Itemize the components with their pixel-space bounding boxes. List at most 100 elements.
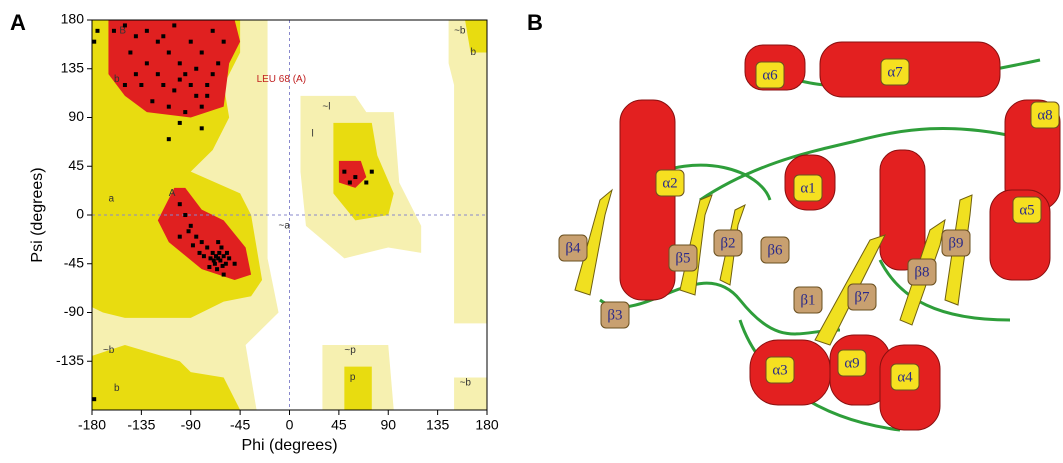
y-tick-label: 135 <box>61 59 85 75</box>
residue-point <box>189 83 193 87</box>
element-label: β8 <box>914 264 929 280</box>
residue-point <box>167 137 171 141</box>
residue-point <box>145 29 149 33</box>
residue-point <box>216 61 220 65</box>
x-axis-title: Phi (degrees) <box>241 437 337 454</box>
element-label: β2 <box>720 235 735 251</box>
residue-point <box>212 259 216 263</box>
element-label: α9 <box>844 355 859 371</box>
element-label: β3 <box>607 307 622 323</box>
element-label: α5 <box>1019 202 1034 218</box>
residue-point <box>202 254 206 258</box>
residue-point <box>156 72 160 76</box>
residue-point <box>200 240 204 244</box>
x-tick-label: -180 <box>78 417 106 433</box>
residue-point <box>348 181 352 185</box>
helix <box>820 42 1000 97</box>
element-label: α2 <box>662 175 677 191</box>
residue-point <box>161 83 165 87</box>
residue-point <box>205 94 209 98</box>
x-tick-label: -45 <box>230 417 250 433</box>
residue-point <box>227 256 231 260</box>
x-tick-label: 45 <box>331 417 347 433</box>
residue-point <box>178 235 182 239</box>
element-label: α7 <box>887 64 903 80</box>
region-label: b <box>114 74 120 85</box>
x-tick-label: 90 <box>380 417 396 433</box>
residue-point <box>92 40 96 44</box>
residue-point <box>172 88 176 92</box>
x-tick-label: 0 <box>286 417 294 433</box>
residue-point <box>139 83 143 87</box>
residue-point <box>221 264 225 268</box>
residue-point <box>183 213 187 217</box>
residue-point <box>178 121 182 125</box>
y-tick-label: -45 <box>64 254 84 270</box>
residue-point <box>95 29 99 33</box>
figure: A B -180-135-90-4504590135180-135-90-450… <box>0 0 1063 458</box>
region-label: ~p <box>344 345 356 356</box>
region-label: ~b <box>454 25 466 36</box>
element-label: α1 <box>800 180 815 196</box>
protein-structure: α6α7α8α2α1α5β9β4β5β2β6β8β7β1β3α3α9α4 <box>559 42 1060 430</box>
residue-point <box>112 29 116 33</box>
residue-point <box>222 273 226 277</box>
residue-point <box>207 265 211 269</box>
helix <box>620 100 675 300</box>
x-tick-label: -90 <box>181 417 201 433</box>
element-label: α6 <box>762 67 778 83</box>
residue-point <box>191 243 195 247</box>
residue-point <box>92 397 96 401</box>
residue-point <box>225 251 229 255</box>
residue-point <box>189 224 193 228</box>
residue-point <box>161 34 165 38</box>
residue-point <box>198 251 202 255</box>
residue-point <box>167 105 171 109</box>
generous-region <box>449 20 487 323</box>
residue-point <box>200 126 204 130</box>
residue-point <box>123 23 127 27</box>
element-label: β4 <box>565 240 581 256</box>
region-label: ~l <box>322 101 330 112</box>
element-label: α4 <box>897 369 913 385</box>
residue-point <box>178 202 182 206</box>
residue-point <box>123 83 127 87</box>
region-label: ~b <box>103 345 115 356</box>
residue-point <box>145 61 149 65</box>
residue-point <box>194 67 198 71</box>
region-label: ~a <box>279 220 291 231</box>
element-label: α3 <box>772 362 787 378</box>
residue-point <box>211 72 215 76</box>
element-label: β9 <box>948 235 963 251</box>
allowed-region <box>344 367 371 410</box>
residue-point <box>150 99 154 103</box>
element-label: β5 <box>675 250 690 266</box>
x-tick-label: 135 <box>426 417 450 433</box>
residue-point <box>128 51 132 55</box>
residue-point <box>194 235 198 239</box>
y-tick-label: -135 <box>56 352 84 368</box>
residue-point <box>370 170 374 174</box>
residue-point <box>187 229 191 233</box>
residue-point <box>353 175 357 179</box>
x-tick-label: -135 <box>127 417 155 433</box>
residue-point <box>216 240 220 244</box>
region-label: LEU 68 (A) <box>257 74 306 85</box>
residue-point <box>205 83 209 87</box>
panel-label: A <box>10 10 26 35</box>
residue-point <box>217 251 221 255</box>
element-label: α8 <box>1037 107 1052 123</box>
residue-point <box>178 61 182 65</box>
residue-point <box>215 267 219 271</box>
y-tick-label: 45 <box>68 157 84 173</box>
residue-point <box>183 110 187 114</box>
residue-point <box>218 259 222 263</box>
region-label: b <box>471 47 477 58</box>
region-label: ~b <box>460 378 472 389</box>
residue-point <box>156 40 160 44</box>
residue-point <box>233 262 237 266</box>
y-tick-label: 0 <box>76 206 84 222</box>
region-label: A <box>169 188 176 199</box>
residue-point <box>167 51 171 55</box>
